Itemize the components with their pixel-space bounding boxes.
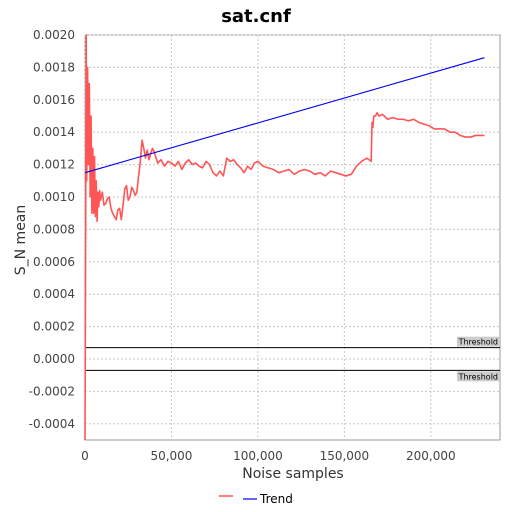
series-line-trend (84, 57, 485, 174)
y-tick-label: 0.0000 (33, 352, 75, 366)
x-tick-label: 0 (81, 449, 89, 463)
legend: Trend (219, 492, 293, 506)
y-tick-label: 0.0004 (33, 287, 75, 301)
axis-ticks: 0.0020 0.0018 0.0016 0.0014 0.0012 0.0010 0.00… (29, 28, 456, 463)
threshold-label-bg (457, 336, 499, 347)
series-lines (84, 34, 485, 441)
x-tick-label: 200,000 (406, 449, 456, 463)
x-axis-label: Noise samples (242, 466, 343, 482)
y-tick-label: 0.0020 (33, 28, 75, 42)
series-line-1 (84, 34, 485, 441)
y-tick-label: 0.0008 (33, 222, 75, 236)
y-tick-label: 0.0014 (33, 125, 75, 139)
y-tick-label: 0.0018 (33, 60, 75, 74)
threshold-label: Threshold (458, 338, 498, 347)
y-tick-label: 0.0006 (33, 255, 75, 269)
threshold-label: Threshold (458, 372, 498, 381)
y-tick-label: -0.0004 (29, 417, 75, 431)
x-tick-label: 150,000 (320, 449, 370, 463)
chart-title: sat.cnf (221, 6, 291, 27)
threshold-label-bg (457, 371, 499, 382)
y-tick-label: -0.0002 (29, 384, 75, 398)
y-tick-label: 0.0016 (33, 93, 75, 107)
y-tick-label: 0.0010 (33, 190, 75, 204)
thresholds: Threshold Threshold (85, 336, 500, 382)
x-tick-label: 50,000 (150, 449, 192, 463)
legend-label-trend: Trend (259, 492, 293, 506)
x-tick-label: 100,000 (233, 449, 283, 463)
y-axis-label: S_N mean (13, 205, 29, 276)
y-tick-label: 0.0002 (33, 320, 75, 334)
plot-area (84, 34, 501, 441)
y-tick-label: 0.0012 (33, 158, 75, 172)
